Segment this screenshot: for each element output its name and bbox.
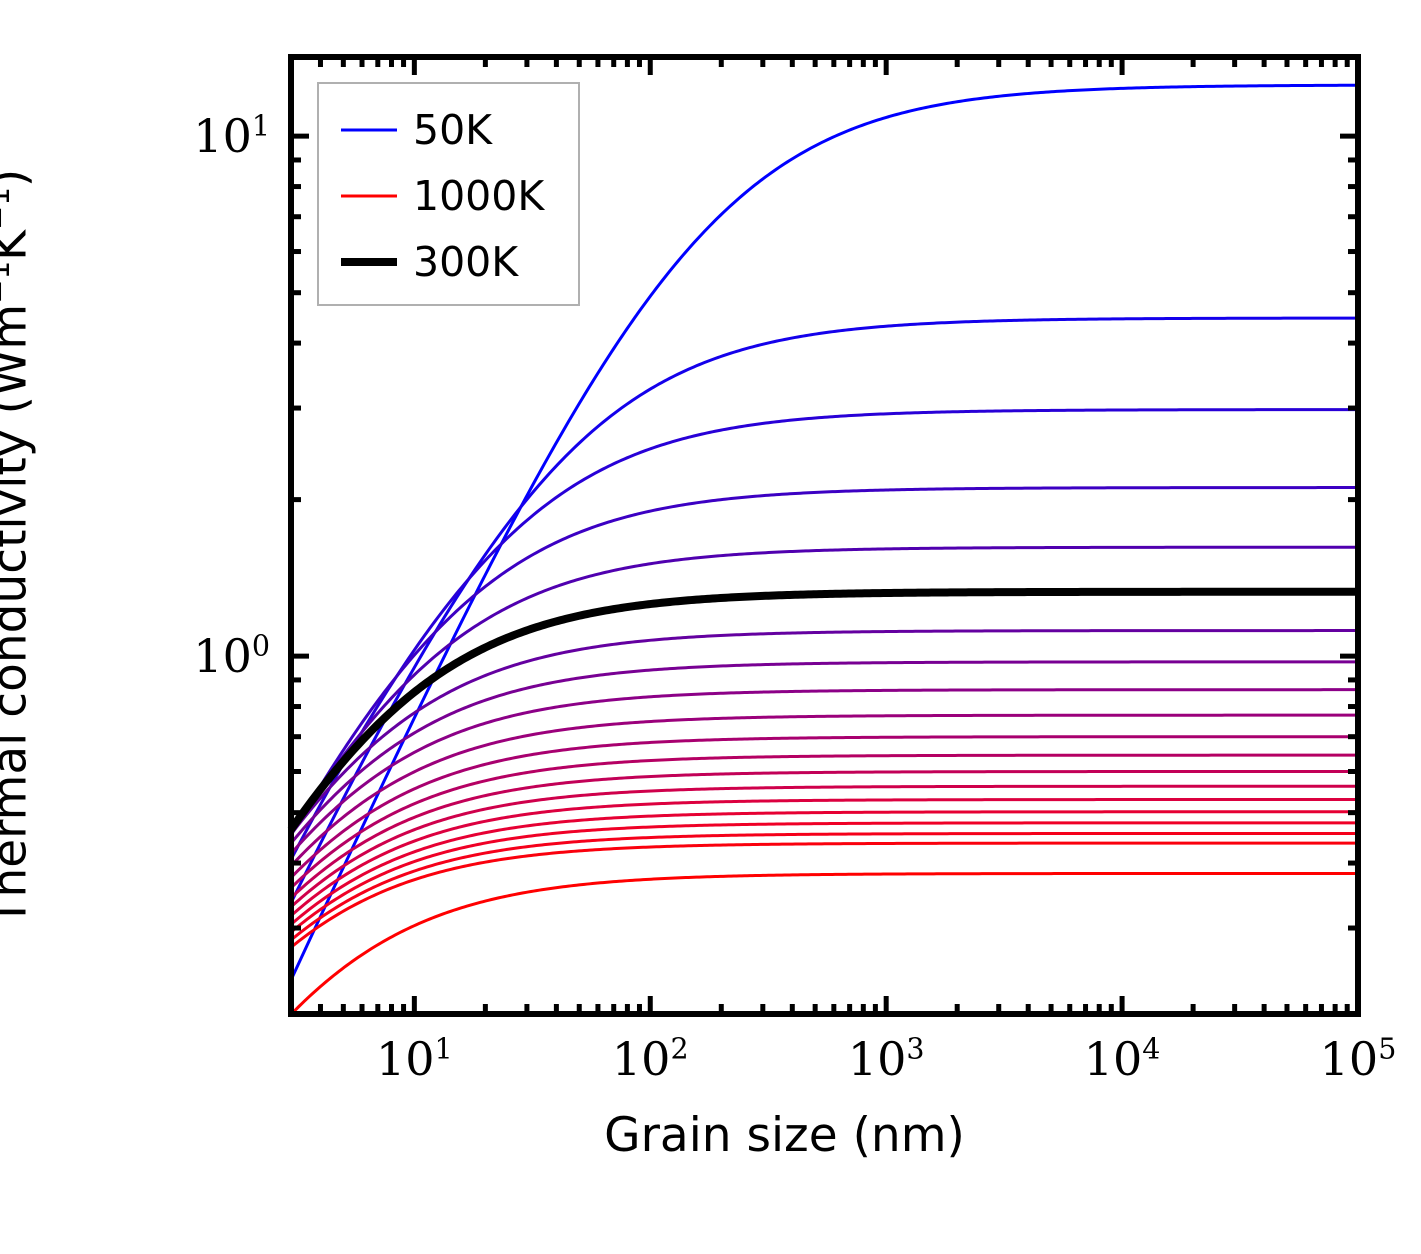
legend-label-300k: 300K — [413, 238, 519, 286]
curve-850k — [290, 821, 1358, 934]
curve-750k — [290, 798, 1358, 917]
legend-label-1000k: 1000K — [413, 172, 545, 220]
y-tick-label-10: 101 — [130, 109, 270, 163]
curve-650k — [289, 770, 1358, 899]
curve-1000k — [290, 871, 1358, 1016]
y-tick-exponent: 1 — [251, 109, 270, 143]
curve-150k — [289, 408, 1358, 861]
curves-group — [287, 83, 1360, 1016]
curve-200k — [289, 486, 1358, 837]
x-tick-base: 10 — [611, 1032, 671, 1086]
curve-250k — [289, 545, 1358, 834]
x-tick-label-100000: 105 — [1320, 1032, 1397, 1086]
curve-700k — [289, 784, 1358, 909]
x-tick-label-1000: 103 — [848, 1032, 925, 1086]
y-title-exp2: −1 — [0, 187, 16, 231]
y-tick-base: 10 — [193, 629, 252, 684]
curve-900k — [290, 831, 1358, 942]
y-title-mid: K — [0, 230, 38, 261]
x-tick-label-100: 102 — [612, 1032, 689, 1086]
x-tick-base: 10 — [1083, 1032, 1143, 1086]
y-title-exp1: −1 — [0, 260, 16, 304]
x-tick-label-10: 101 — [376, 1032, 453, 1086]
legend-box: 50K 1000K 300K — [317, 82, 580, 306]
legend-swatch-300k — [341, 258, 397, 266]
curve-500k — [289, 713, 1358, 867]
y-tick-label-1: 100 — [130, 629, 270, 683]
y-tick-base: 10 — [193, 109, 252, 164]
y-title-suffix: ) — [0, 169, 38, 187]
x-tick-label-10000: 104 — [1084, 1032, 1161, 1086]
x-axis-title-text: Grain size (nm) — [604, 1108, 965, 1163]
curve-450k — [289, 688, 1358, 855]
x-tick-exponent: 5 — [1378, 1032, 1397, 1066]
x-tick-base: 10 — [847, 1032, 907, 1086]
curve-50k — [289, 83, 1359, 981]
curve-350k — [289, 629, 1358, 836]
curve-100k — [289, 316, 1358, 904]
legend-swatch-50k — [341, 128, 397, 132]
curve-300k — [287, 587, 1360, 832]
legend-swatch-1000k — [341, 194, 397, 198]
axes-spines — [288, 54, 1361, 1017]
legend-entry-300k[interactable]: 300K — [319, 230, 578, 294]
curve-950k — [290, 841, 1358, 949]
legend-entry-50k[interactable]: 50K — [319, 98, 578, 162]
y-title-prefix: Thermal conductivity (Wm — [0, 303, 38, 927]
axis-ticks — [288, 57, 1361, 1014]
axes-frame — [288, 54, 1361, 1017]
y-axis-title-text: Thermal conductivity (Wm−1K−1) — [0, 0, 38, 1098]
x-tick-base: 10 — [1319, 1032, 1379, 1086]
curve-800k — [290, 810, 1358, 926]
x-tick-exponent: 3 — [906, 1032, 925, 1066]
x-tick-base: 10 — [375, 1032, 435, 1086]
y-tick-exponent: 0 — [251, 629, 270, 663]
x-tick-exponent: 1 — [434, 1032, 453, 1066]
curve-600k — [289, 753, 1358, 889]
legend-entry-1000k[interactable]: 1000K — [319, 164, 578, 228]
curve-400k — [289, 660, 1358, 845]
curve-550k — [289, 735, 1358, 879]
x-axis-title: Grain size (nm) — [0, 1108, 1421, 1163]
x-tick-exponent: 4 — [1142, 1032, 1161, 1066]
legend-label-50k: 50K — [413, 106, 493, 154]
x-tick-exponent: 2 — [670, 1032, 689, 1066]
